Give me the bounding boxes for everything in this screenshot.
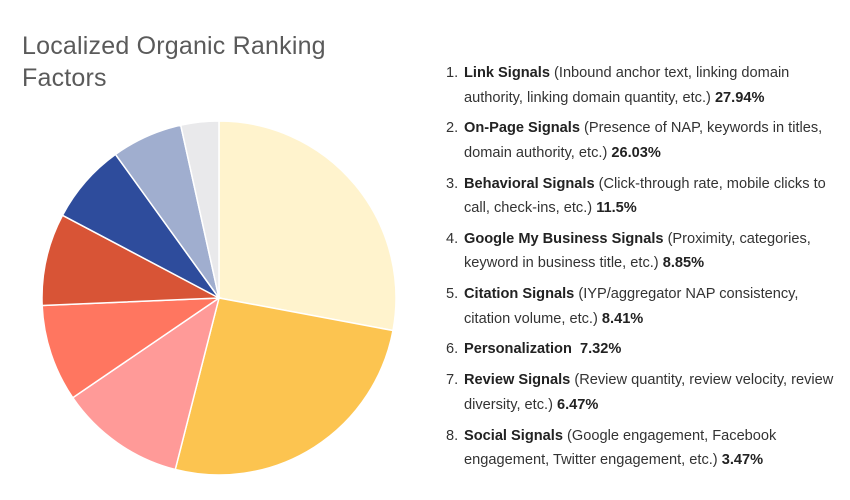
legend-number: 3. [446, 175, 459, 192]
legend-number: 5. [446, 286, 459, 303]
legend-item: 4. Google My Business Signals (Proximity,… [446, 227, 846, 276]
legend-item: 3. Behavioral Signals (Click-through rate… [446, 172, 846, 221]
legend-text: Citation Signals (IYP/aggregator NAP con… [464, 282, 846, 331]
legend-item: 5. Citation Signals (IYP/aggregator NAP c… [446, 282, 846, 331]
legend-percentage: 6.47% [557, 396, 599, 413]
legend-number: 4. [446, 230, 459, 247]
legend-name: Link Signals [464, 65, 550, 81]
legend-text: Review Signals (Review quantity, review … [464, 368, 846, 417]
legend-name: Google My Business Signals [464, 230, 664, 247]
pie-slice-4 [41, 297, 222, 399]
legend-description: (Review quantity, review velocity, revie… [464, 372, 834, 413]
legend-percentage: 8.85% [662, 255, 705, 272]
legend-text: Google My Business Signals (Proximity, c… [464, 227, 846, 276]
legend-name: Review Signals [464, 372, 571, 389]
legend-item: 8. Social Signals (Google engagement, Fac… [446, 424, 846, 473]
legend-item: 7. Review Signals (Review quantity, revie… [446, 368, 846, 417]
pie-slice-2 [174, 297, 394, 476]
pie-chart [41, 120, 397, 476]
legend-percentage: 11.5% [596, 200, 637, 217]
legend-description: (IYP/aggregator NAP consistency, citatio… [464, 286, 799, 327]
legend-item: 6. Personalization 7.32% [446, 337, 846, 362]
pie-slice-8 [179, 120, 220, 299]
pie-slice-1 [218, 120, 397, 332]
legend-name: Social Signals [464, 427, 563, 444]
legend-text: Behavioral Signals (Click-through rate, … [464, 172, 846, 221]
legend-name: Personalization [464, 341, 572, 358]
legend-number: 7. [446, 372, 459, 389]
legend-description: (Presence of NAP, keywords in titles, do… [464, 120, 823, 161]
legend-percentage: 8.41% [601, 310, 644, 327]
legend-percentage: 3.47% [721, 452, 764, 469]
legend-number: 6. [446, 341, 459, 358]
legend-list: 1. Link Signals (Inbound anchor text, lin… [446, 61, 846, 479]
legend-number: 1. [446, 65, 459, 81]
legend-description: (Proximity, categories, keyword in busin… [464, 230, 811, 272]
legend-number: 2. [446, 120, 459, 137]
legend-item: 1. Link Signals (Inbound anchor text, lin… [446, 61, 846, 110]
pie-slice-5 [41, 214, 222, 307]
legend-name: Behavioral Signals [464, 175, 595, 192]
legend-text: Link Signals (Inbound anchor text, linki… [464, 61, 846, 110]
legend-percentage: 7.32% [579, 341, 622, 358]
legend-text: On-Page Signals (Presence of NAP, keywor… [464, 116, 846, 165]
legend-name: On-Page Signals [464, 120, 580, 137]
legend-text: Personalization 7.32% [464, 337, 621, 362]
legend-item: 2. On-Page Signals (Presence of NAP, keyw… [446, 116, 846, 165]
legend-number: 8. [446, 427, 459, 444]
legend-percentage: 26.03% [611, 144, 661, 161]
pie-slice-3 [71, 296, 221, 471]
legend-percentage: 27.94% [714, 89, 765, 106]
legend-description: (Inbound anchor text, linking domain aut… [464, 65, 790, 106]
legend-text: Social Signals (Google engagement, Faceb… [464, 424, 846, 473]
legend-description: (Click-through rate, mobile clicks to ca… [464, 175, 826, 217]
legend-name: Citation Signals [464, 286, 575, 303]
chart-title: Localized Organic Ranking Factors [22, 32, 326, 92]
legend-description: (Google engagement, Facebook engagement,… [464, 427, 777, 469]
